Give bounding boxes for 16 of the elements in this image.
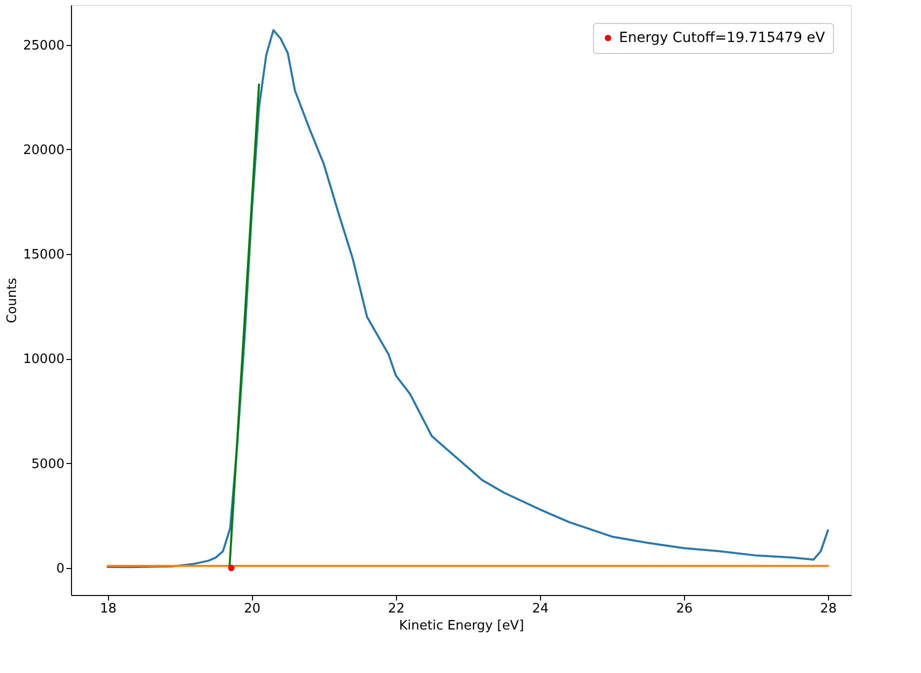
x-tick-label: 18 (100, 602, 117, 616)
y-tick-label: 10000 (23, 352, 64, 368)
x-tick-label: 28 (820, 602, 837, 616)
x-tick-label: 26 (676, 602, 693, 616)
line-series (106, 29, 829, 568)
y-tick-label: 5000 (31, 456, 64, 472)
y-tick-label: 15000 (23, 248, 64, 263)
legend-label: Energy Cutoff=19.715479 eV (619, 30, 826, 46)
x-axis-title: Kinetic Energy [eV] (398, 618, 524, 634)
y-tick-label: 0 (56, 562, 64, 576)
x-tick-label: 20 (244, 602, 261, 616)
x-tick-label: 22 (388, 602, 405, 616)
y-tick-label: 25000 (23, 38, 64, 54)
y-tick-label: 20000 (23, 142, 64, 158)
x-tick-label: 24 (532, 602, 549, 616)
y-axis-title: Counts (5, 278, 20, 324)
